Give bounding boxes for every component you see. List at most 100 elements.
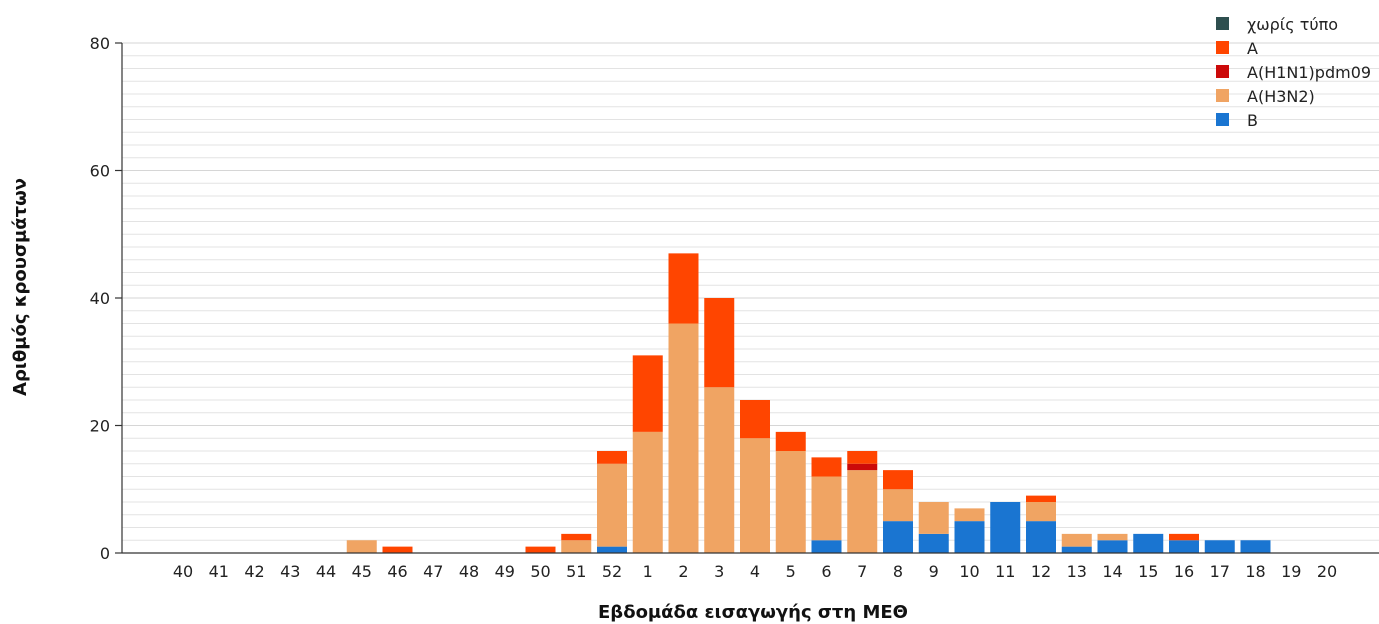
bar-segment bbox=[561, 533, 592, 541]
grid-lines bbox=[122, 42, 1379, 541]
bar-segment bbox=[1169, 533, 1199, 541]
x-tick-label: 43 bbox=[280, 562, 300, 581]
x-tick-label: 20 bbox=[1317, 562, 1337, 581]
x-axis-title: Εβδομάδα εισαγωγής στη ΜΕΘ bbox=[598, 602, 908, 623]
x-tick-label: 8 bbox=[893, 562, 903, 581]
legend-swatch bbox=[1216, 41, 1229, 54]
x-tick-label: 17 bbox=[1210, 562, 1230, 581]
bar-segment bbox=[811, 540, 842, 553]
x-tick-label: 48 bbox=[459, 562, 479, 581]
x-tick-label: 13 bbox=[1067, 562, 1087, 581]
x-tick-label: 40 bbox=[173, 562, 193, 581]
bar-segment bbox=[525, 546, 556, 553]
x-tick-label: 9 bbox=[929, 562, 939, 581]
x-tick-label: 16 bbox=[1174, 562, 1194, 581]
x-tick-label: 42 bbox=[244, 562, 264, 581]
bar-segment bbox=[346, 540, 377, 553]
bar-segment bbox=[597, 463, 627, 547]
bar-segment bbox=[1061, 546, 1092, 553]
bar-segment bbox=[847, 451, 878, 464]
x-tick-label: 7 bbox=[857, 562, 867, 581]
x-tick-label: 15 bbox=[1138, 562, 1158, 581]
bar-segment bbox=[632, 431, 663, 553]
bar-segment bbox=[775, 451, 806, 553]
bar-segment bbox=[632, 355, 663, 432]
bar-segment bbox=[668, 323, 699, 553]
bar-segment bbox=[1097, 533, 1128, 541]
x-tick-label: 41 bbox=[209, 562, 229, 581]
x-tick-label: 2 bbox=[678, 562, 688, 581]
y-tick-label: 20 bbox=[90, 417, 110, 436]
bar-segment bbox=[811, 476, 842, 541]
bar-segment bbox=[883, 489, 913, 522]
bar-segment bbox=[883, 521, 913, 553]
bar-segment bbox=[918, 502, 949, 534]
bar-segment bbox=[704, 298, 735, 388]
x-tick-label: 18 bbox=[1245, 562, 1265, 581]
x-tick-label: 50 bbox=[530, 562, 550, 581]
bar-segment bbox=[1204, 540, 1235, 553]
bar-segment bbox=[847, 463, 878, 471]
x-tick-label: 6 bbox=[821, 562, 831, 581]
bar-segment bbox=[1169, 540, 1199, 553]
x-tick-label: 3 bbox=[714, 562, 724, 581]
bar-segment bbox=[883, 470, 913, 490]
legend-label: A(H3N2) bbox=[1247, 87, 1315, 106]
bar-segment bbox=[1097, 540, 1128, 553]
bar-segment bbox=[1061, 533, 1092, 547]
x-tick-label: 45 bbox=[352, 562, 372, 581]
bar-segment bbox=[1026, 521, 1056, 553]
bar-segment bbox=[990, 502, 1021, 553]
x-tick-label: 10 bbox=[959, 562, 979, 581]
x-tick-label: 51 bbox=[566, 562, 586, 581]
bar-segment bbox=[1026, 495, 1056, 502]
x-tick-label: 49 bbox=[495, 562, 515, 581]
bar-segment bbox=[561, 540, 592, 553]
bar-segment bbox=[1133, 533, 1164, 553]
x-tick-label: 19 bbox=[1281, 562, 1301, 581]
bar-segment bbox=[1026, 502, 1056, 522]
x-tick-label: 52 bbox=[602, 562, 622, 581]
bar-segment bbox=[954, 508, 985, 522]
legend-label: A(H1N1)pdm09 bbox=[1247, 63, 1371, 82]
y-axis-title: Αριθμός κρουσμάτων bbox=[10, 178, 31, 396]
bar-segment bbox=[918, 533, 949, 553]
x-tick-label: 1 bbox=[643, 562, 653, 581]
bar-segment bbox=[382, 546, 413, 553]
bar-segment bbox=[1240, 540, 1271, 553]
y-tick-label: 80 bbox=[90, 34, 110, 53]
x-tick-label: 4 bbox=[750, 562, 760, 581]
bar-segment bbox=[597, 451, 627, 464]
legend-swatch bbox=[1216, 113, 1229, 126]
y-tick-label: 0 bbox=[100, 544, 110, 563]
x-axis: 40 41 42 43 44 45 46 47 48 49 50 51 52 1 2 3 4 5 6 7 8 9 10 11 1… bbox=[122, 552, 1379, 581]
y-axis: 0 20 40 60 80 bbox=[90, 34, 123, 563]
legend-label: A bbox=[1247, 39, 1258, 58]
bar-segment bbox=[597, 546, 627, 553]
x-tick-label: 44 bbox=[316, 562, 336, 581]
legend: χωρίς τύπο A A(H1N1)pdm09 A(H3N2) B bbox=[1216, 15, 1371, 130]
y-tick-label: 60 bbox=[90, 162, 110, 181]
legend-swatch bbox=[1216, 65, 1229, 78]
bars-layer bbox=[346, 253, 1271, 553]
legend-swatch bbox=[1216, 89, 1229, 102]
y-tick-label: 40 bbox=[90, 289, 110, 308]
bar-segment bbox=[740, 400, 770, 439]
bar-segment bbox=[847, 470, 878, 553]
bar-segment bbox=[668, 253, 699, 324]
bar-segment bbox=[811, 457, 842, 477]
bar-segment bbox=[775, 431, 806, 451]
x-tick-label: 14 bbox=[1102, 562, 1122, 581]
x-tick-label: 11 bbox=[995, 562, 1015, 581]
bar-segment bbox=[740, 438, 770, 553]
legend-swatch bbox=[1216, 17, 1229, 30]
x-tick-label: 46 bbox=[387, 562, 407, 581]
x-tick-label: 5 bbox=[786, 562, 796, 581]
legend-label: B bbox=[1247, 111, 1258, 130]
x-tick-label: 47 bbox=[423, 562, 443, 581]
bar-segment bbox=[704, 387, 735, 553]
x-tick-label: 12 bbox=[1031, 562, 1051, 581]
bar-segment bbox=[954, 521, 985, 553]
legend-label: χωρίς τύπο bbox=[1247, 15, 1338, 34]
